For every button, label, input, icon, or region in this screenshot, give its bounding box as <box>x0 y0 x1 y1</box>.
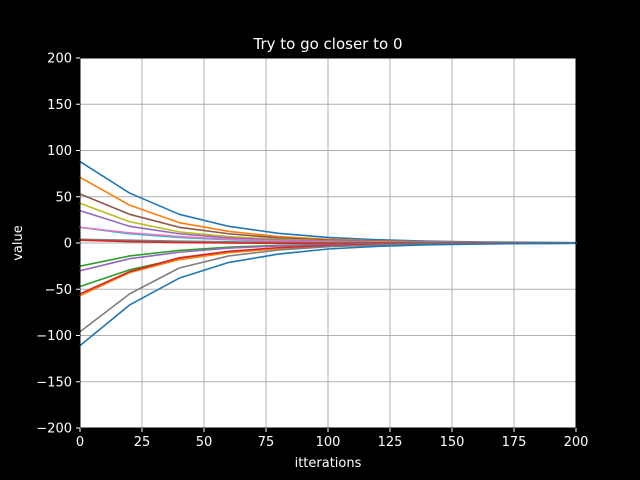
y-axis-ticks: −200 −150 −100 −50 0 50 100 150 200 <box>36 52 80 437</box>
x-tick-label-8: 200 <box>564 435 589 450</box>
x-tick-label-4: 100 <box>316 435 341 450</box>
series-line-15 <box>78 242 577 347</box>
x-tick-label-6: 150 <box>440 435 465 450</box>
x-tick-label-7: 175 <box>502 435 527 450</box>
x-tick-label-0: 0 <box>76 435 84 450</box>
x-tick-label-2: 50 <box>196 435 213 450</box>
series-lines <box>78 160 577 347</box>
y-tick-label-2: −100 <box>36 329 72 344</box>
x-axis-label: itterations <box>295 456 362 471</box>
x-axis-ticks: 0 25 50 75 100 125 150 175 200 <box>76 428 589 450</box>
x-tick-label-3: 75 <box>258 435 275 450</box>
y-tick-label-7: 150 <box>47 98 72 113</box>
y-tick-label-1: −150 <box>36 375 72 390</box>
y-tick-label-5: 50 <box>55 190 72 205</box>
y-axis-label: value <box>11 225 26 261</box>
y-tick-label-4: 0 <box>64 237 72 252</box>
y-tick-label-6: 100 <box>47 144 72 159</box>
chart-title: Try to go closer to 0 <box>252 35 402 53</box>
x-tick-label-5: 125 <box>378 435 403 450</box>
y-tick-label-0: −200 <box>36 422 72 437</box>
y-tick-label-3: −50 <box>45 283 72 298</box>
x-tick-label-1: 25 <box>134 435 151 450</box>
y-tick-label-8: 200 <box>47 52 72 67</box>
